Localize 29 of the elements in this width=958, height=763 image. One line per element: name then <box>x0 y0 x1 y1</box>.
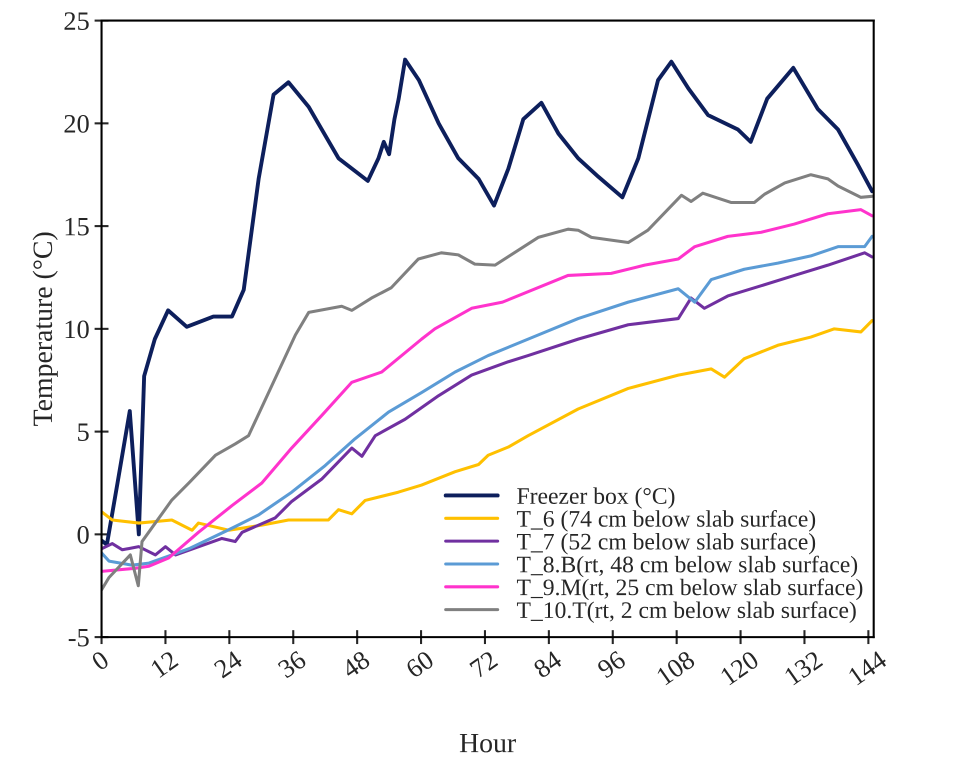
legend-label: T_8.B(rt, 48 cm below slab surface) <box>516 556 858 578</box>
y-tick-label: -5 <box>68 628 89 647</box>
legend-label: T_9.M(rt, 25 cm below slab surface) <box>516 578 862 600</box>
x-tick-label: 144 <box>848 650 888 686</box>
legend-label: T_6 (74 cm below slab surface) <box>516 510 816 532</box>
y-tick-label: 20 <box>64 114 89 133</box>
y-tick-label: 5 <box>78 423 89 442</box>
x-tick-label: 48 <box>340 650 371 679</box>
x-tick-label: 36 <box>277 650 308 679</box>
x-tick-label: 96 <box>596 650 627 679</box>
y-tick-label: 25 <box>64 12 89 30</box>
legend-label: T_7 (52 cm below slab surface) <box>516 532 816 554</box>
line-series <box>102 319 874 532</box>
x-tick-label: 108 <box>656 650 696 686</box>
x-axis-title: Hour <box>460 734 516 752</box>
x-tick-label: 72 <box>469 650 498 678</box>
y-tick-label: 0 <box>78 526 89 544</box>
x-tick-label: 84 <box>532 650 564 679</box>
x-tick-label: 12 <box>150 650 179 678</box>
x-tick-label: 0 <box>90 650 110 672</box>
x-tick-label: 132 <box>784 650 824 686</box>
y-tick-label: 15 <box>66 218 89 236</box>
x-tick-label: 120 <box>720 650 760 686</box>
x-tick-label: 24 <box>213 650 244 678</box>
x-tick-label: 60 <box>404 650 435 679</box>
legend-label: Freezer box (°C) <box>517 487 674 509</box>
legend-label: T_10.T(rt, 2 cm below slab surface) <box>516 601 856 623</box>
y-axis-title: Temperature (°C) <box>32 232 58 426</box>
y-tick-label: 10 <box>66 320 89 338</box>
